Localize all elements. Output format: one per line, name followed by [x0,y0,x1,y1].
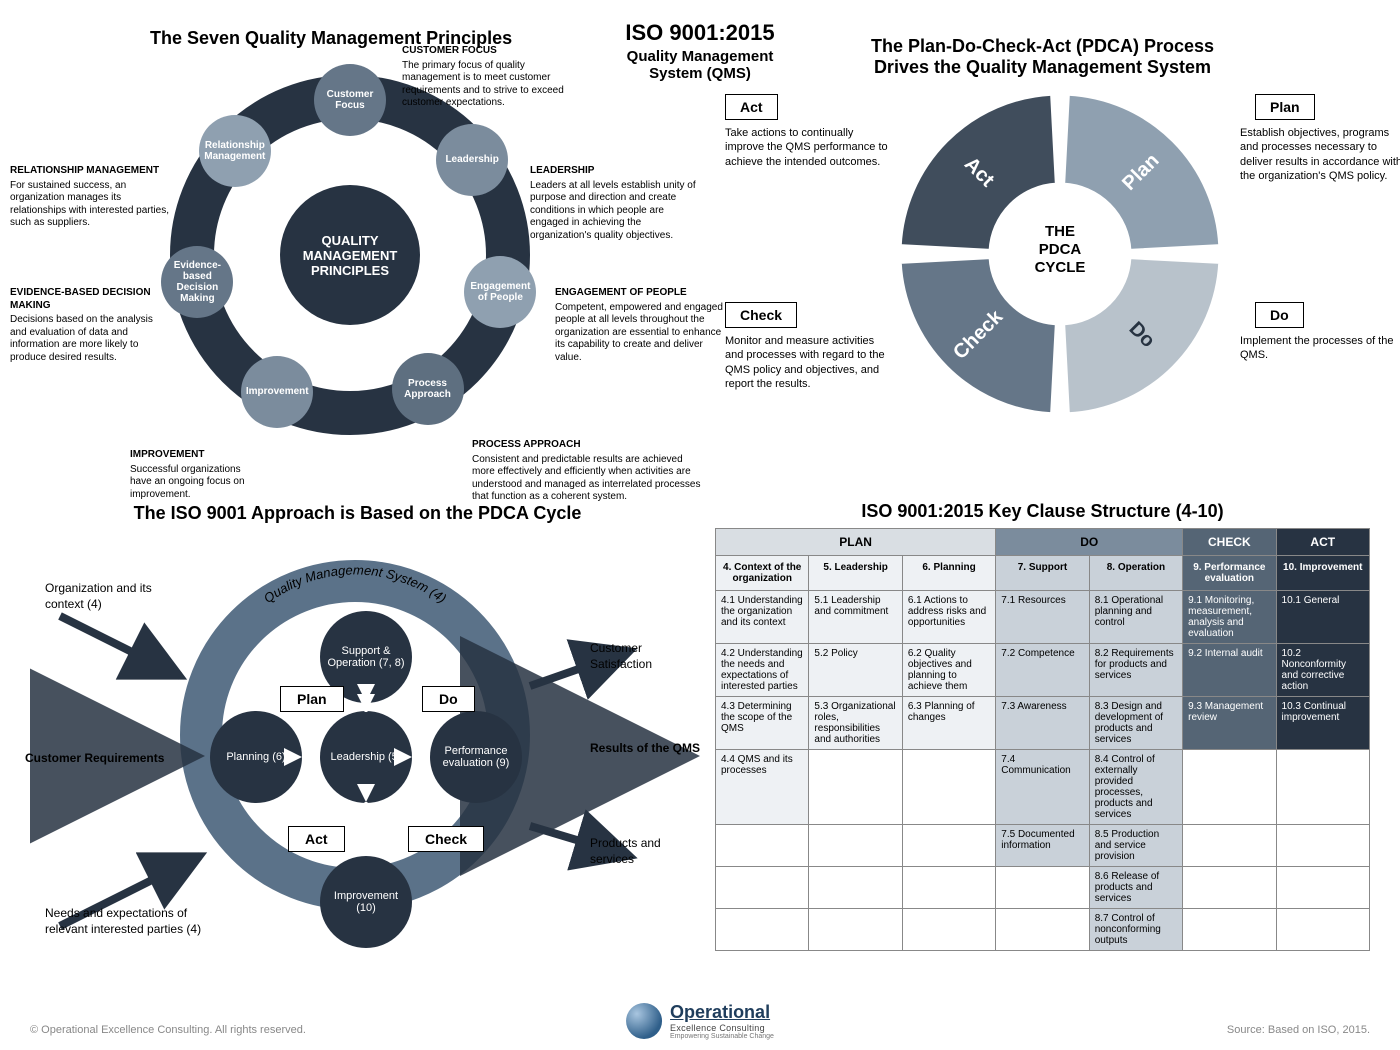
clause-cell: 7.3 Awareness [996,697,1089,750]
approach-step-act: Act [288,826,345,852]
pdca-desc-act: Take actions to continually improve the … [725,126,890,169]
clause-cell: 10.2 Nonconformity and corrective action [1276,644,1369,697]
principle-desc-0: CUSTOMER FOCUSThe primary focus of quali… [402,45,577,110]
svg-text:THE: THE [1045,223,1075,240]
pdca-label-act: Act [725,94,778,120]
clause-cell: 4.2 Understanding the needs and expectat… [716,644,809,697]
clause-cell: 5.1 Leadership and commitment [809,591,902,644]
principle-desc-2: ENGAGEMENT OF PEOPLECompetent, empowered… [555,287,725,364]
pdca-desc-plan: Establish objectives, programs and proce… [1240,126,1400,183]
group-plan: PLAN [716,529,996,556]
col-4: 8. Operation [1089,556,1182,591]
col-1: 5. Leadership [809,556,902,591]
approach-step-check: Check [408,826,484,852]
approach-step-plan: Plan [280,686,344,712]
clause-cell: 7.5 Documented information [996,825,1089,867]
approach-label-left1: Organization and its context (4) [45,581,185,612]
page-footer: © Operational Excellence Consulting. All… [30,1024,1370,1036]
group-check: CHECK [1183,529,1276,556]
pdca-wheel: PlanDoCheckActTHEPDCACYCLE [890,84,1230,424]
clause-cell: 5.2 Policy [809,644,902,697]
clause-cell: 8.4 Control of externally provided proce… [1089,750,1182,825]
q2-heading-1: The Plan-Do-Check-Act (PDCA) Process [715,36,1370,57]
clause-cell: 9.1 Monitoring, measurement, analysis an… [1183,591,1276,644]
principle-5: Evidence-based Decision Making [161,246,233,318]
svg-text:CYCLE: CYCLE [1035,259,1086,276]
pdca-label-do: Do [1255,302,1304,328]
panel-pdca-process: The Plan-Do-Check-Act (PDCA) Process Dri… [715,20,1370,485]
title-line-2: Quality Management [625,48,774,65]
principle-6: Relationship Management [199,115,271,187]
group-do: DO [996,529,1183,556]
svg-text:PDCA: PDCA [1039,241,1082,258]
clause-cell: 4.4 QMS and its processes [716,750,809,825]
clause-cell: 8.7 Control of nonconforming outputs [1089,909,1182,951]
col-2: 6. Planning [902,556,995,591]
clause-cell: 8.2 Requirements for products and servic… [1089,644,1182,697]
copyright-text: © Operational Excellence Consulting. All… [30,1024,306,1036]
title-line-3: System (QMS) [625,65,774,82]
clause-cell: 6.3 Planning of changes [902,697,995,750]
principle-2: Engagement of People [464,256,536,328]
principle-4: Improvement [241,356,313,428]
col-0: 4. Context of the organization [716,556,809,591]
approach-label-left3: Needs and expectations of relevant inter… [45,906,215,937]
clause-cell: 8.1 Operational planning and control [1089,591,1182,644]
clause-cell: 10.3 Continual improvement [1276,697,1369,750]
clause-cell: 7.2 Competence [996,644,1089,697]
principle-desc-1: LEADERSHIPLeaders at all levels establis… [530,165,700,242]
approach-step-do: Do [422,686,475,712]
principle-3: Process Approach [392,353,464,425]
pdca-label-check: Check [725,302,797,328]
approach-label-right1: Customer Satisfaction [590,641,700,672]
approach-label-right2: Results of the QMS [590,741,700,757]
clause-table: PLANDOCHECKACT 4. Context of the organiza… [715,528,1370,951]
title-line-1: ISO 9001:2015 [625,20,774,46]
clause-cell: 4.1 Understanding the organization and i… [716,591,809,644]
clause-cell: 4.3 Determining the scope of the QMS [716,697,809,750]
approach-label-left2: Customer Requirements [25,751,165,767]
source-text: Source: Based on ISO, 2015. [1227,1024,1370,1036]
clause-cell: 7.1 Resources [996,591,1089,644]
clause-cell: 6.2 Quality objectives and planning to a… [902,644,995,697]
pdca-desc-do: Implement the processes of the QMS. [1240,334,1400,363]
q3-heading: The ISO 9001 Approach is Based on the PD… [30,503,685,524]
clause-cell: 9.2 Internal audit [1183,644,1276,697]
q4-heading: ISO 9001:2015 Key Clause Structure (4-10… [715,501,1370,522]
principles-hub: QUALITY MANAGEMENT PRINCIPLES [280,185,420,325]
principle-desc-6: RELATIONSHIP MANAGEMENTFor sustained suc… [10,165,170,230]
col-6: 10. Improvement [1276,556,1369,591]
group-act: ACT [1276,529,1369,556]
principle-1: Leadership [436,124,508,196]
clause-cell: 7.4 Communication [996,750,1089,825]
principle-0: Customer Focus [314,64,386,136]
pdca-desc-check: Monitor and measure activities and proce… [725,334,890,391]
clause-cell: 8.5 Production and service provision [1089,825,1182,867]
clause-cell: 5.3 Organizational roles, responsibiliti… [809,697,902,750]
panel-seven-principles: The Seven Quality Management Principles … [30,20,685,485]
clause-cell: 9.3 Management review [1183,697,1276,750]
page-main-title: ISO 9001:2015 Quality Management System … [625,20,774,82]
clause-cell: 8.3 Design and development of products a… [1089,697,1182,750]
col-5: 9. Performance evaluation [1183,556,1276,591]
panel-clause-structure: ISO 9001:2015 Key Clause Structure (4-10… [715,495,1370,960]
clause-cell: 10.1 General [1276,591,1369,644]
principle-desc-3: PROCESS APPROACHConsistent and predictab… [472,439,702,504]
clause-cell: 8.6 Release of products and services [1089,867,1182,909]
principle-desc-4: IMPROVEMENTSuccessful organizations have… [130,449,260,501]
brand-name-1: Operational [670,1002,774,1023]
panel-iso-approach: The ISO 9001 Approach is Based on the PD… [30,495,685,960]
approach-label-right3: Products and services [590,836,700,867]
q2-heading-2: Drives the Quality Management System [715,57,1370,78]
col-3: 7. Support [996,556,1089,591]
pdca-label-plan: Plan [1255,94,1315,120]
clause-cell: 6.1 Actions to address risks and opportu… [902,591,995,644]
principle-desc-5: EVIDENCE-BASED DECISION MAKINGDecisions … [10,287,160,364]
